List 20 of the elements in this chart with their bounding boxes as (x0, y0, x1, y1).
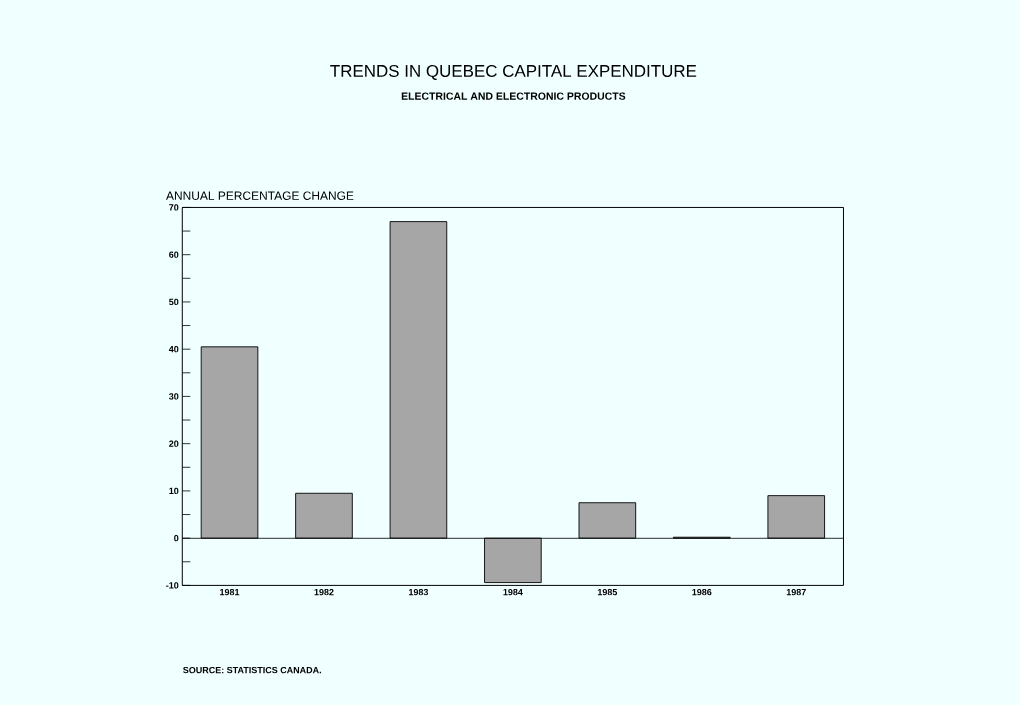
chart-title: TRENDS IN QUEBEC CAPITAL EXPENDITURE (330, 64, 697, 80)
x-tick-label: 1984 (503, 588, 523, 596)
x-tick-label: 1986 (692, 588, 712, 596)
y-tick-label: 10 (169, 487, 179, 495)
y-tick-label: 30 (168, 393, 179, 400)
y-tick-label: 0 (174, 534, 179, 542)
x-tick-label: 1982 (314, 588, 334, 596)
chart-subtitle: ELECTRICAL AND ELECTRONIC PRODUCTS (401, 92, 626, 100)
x-tick-label: 1983 (409, 588, 429, 596)
source-note: SOURCE: STATISTICS CANADA. (183, 666, 321, 674)
y-tick-label: 60 (169, 251, 179, 258)
y-tick-label: 50 (169, 298, 179, 306)
x-tick-label: 1985 (597, 588, 618, 596)
x-tick-label: 1981 (220, 588, 240, 596)
y-tick-label: -10 (166, 582, 179, 589)
y-axis-title: ANNUAL PERCENTAGE CHANGE (166, 191, 354, 200)
x-tick-label: 1987 (786, 588, 806, 596)
y-tick-label: 20 (169, 440, 179, 447)
y-tick-label: 40 (168, 345, 179, 353)
y-tick-label: 70 (169, 204, 179, 211)
